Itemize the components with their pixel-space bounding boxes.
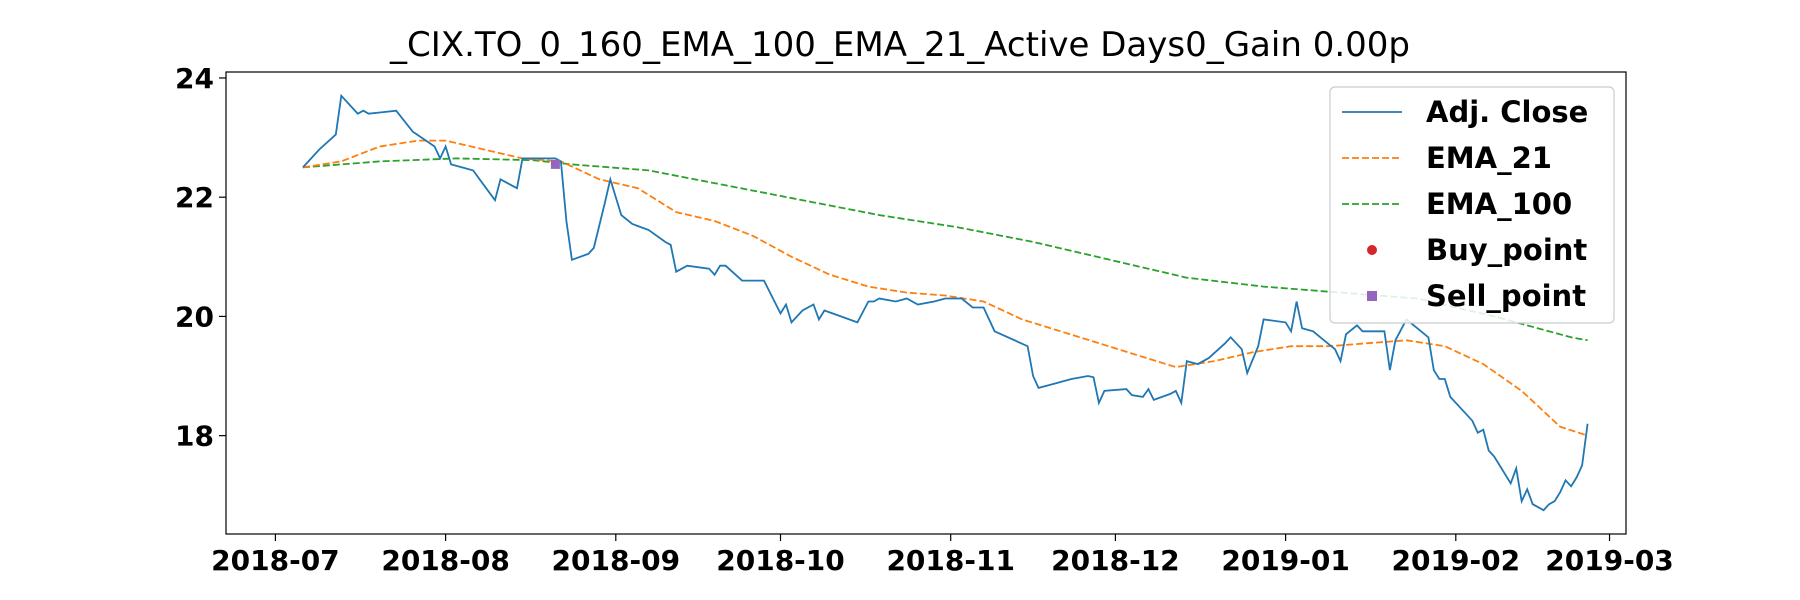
y-tick-label: 22 [175, 181, 214, 214]
series-line-ema-100 [302, 157, 1588, 342]
legend-label-buy-point: Buy_point [1426, 233, 1587, 267]
x-tick-label: 2018-12 [1051, 544, 1180, 577]
plot-frame [225, 71, 1627, 535]
x-tick-label: 2018-09 [552, 544, 681, 577]
x-tick-label: 2018-11 [886, 544, 1015, 577]
legend-box [1329, 86, 1615, 324]
x-tick-label: 2019-03 [1545, 544, 1674, 577]
series-line-ema-21 [302, 139, 1588, 437]
x-tick-label: 2018-08 [381, 544, 510, 577]
axes: 2018-07 2018-08 2018-09 2018-10 2018-11 2018-… [175, 62, 1674, 577]
legend-label-ema-100: EMA_100 [1426, 187, 1572, 221]
y-tick-label: 18 [175, 420, 214, 453]
x-tick-label: 2018-07 [211, 544, 340, 577]
y-tick-label: 24 [175, 62, 214, 95]
plot-area [302, 93, 1589, 512]
x-tick-label: 2019-02 [1392, 544, 1521, 577]
y-tick-label: 20 [175, 300, 214, 333]
legend-label-sell-point: Sell_point [1426, 279, 1586, 313]
legend-swatch-buy-point [1367, 245, 1377, 255]
sell-point-marker [550, 159, 560, 169]
chart-title: _CIX.TO_0_160_EMA_100_EMA_21_Active Days… [389, 25, 1410, 65]
legend-label-adj-close: Adj. Close [1426, 95, 1588, 129]
x-tick-label: 2018-10 [716, 544, 845, 577]
legend: Adj. Close EMA_21 EMA_100 Buy_point Sell_poi… [1329, 86, 1615, 324]
legend-label-ema-21: EMA_21 [1426, 141, 1552, 175]
legend-swatch-sell-point [1367, 291, 1377, 301]
x-tick-label: 2019-01 [1221, 544, 1350, 577]
series-line-adj-close [302, 93, 1589, 512]
